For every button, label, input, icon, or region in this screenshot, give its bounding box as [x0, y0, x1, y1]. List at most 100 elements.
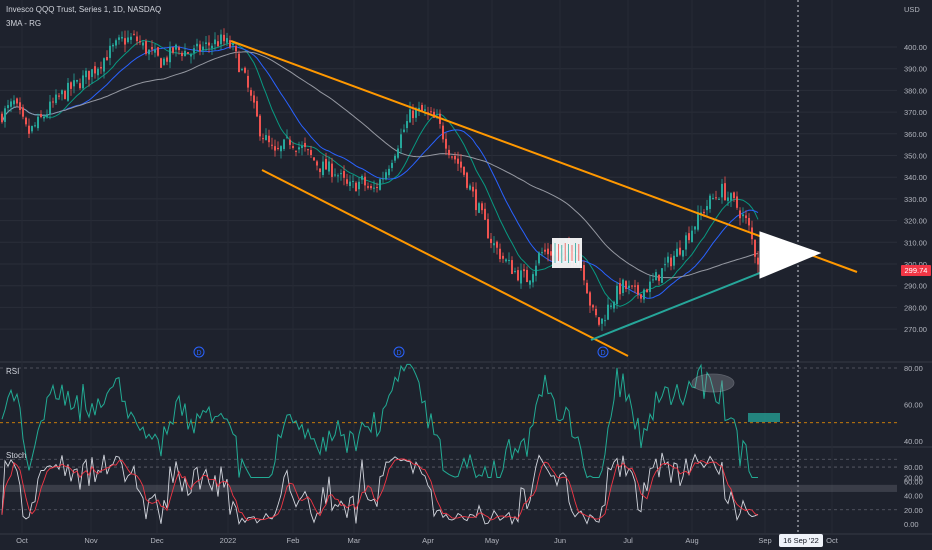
candle-body	[676, 248, 678, 257]
dividend-marker: D	[193, 346, 205, 358]
candle-body	[373, 187, 375, 189]
stoch-label[interactable]: Stoch	[6, 451, 27, 460]
candle-body	[718, 198, 720, 200]
candle-body	[268, 135, 270, 143]
candle-body	[472, 186, 474, 192]
candle-body	[673, 255, 675, 266]
x-tick-label: Mar	[348, 536, 361, 545]
candle-body	[193, 48, 195, 53]
candle-body	[181, 52, 183, 56]
candle-body	[10, 101, 12, 107]
candle-body	[667, 256, 669, 263]
candle-body	[340, 173, 342, 175]
candle-body	[271, 144, 273, 146]
candle-body	[139, 41, 141, 43]
candle-body	[142, 42, 144, 46]
candle-body	[349, 181, 351, 187]
rsi-label[interactable]: RSI	[6, 367, 20, 376]
candle-body	[250, 90, 252, 96]
dividend-marker: D	[393, 346, 405, 358]
candle-body	[634, 285, 636, 287]
candle-body	[301, 145, 303, 149]
candle-body	[421, 104, 423, 111]
candle-body	[109, 45, 111, 58]
candle-body	[592, 305, 594, 308]
candle-body	[466, 172, 468, 188]
candle-body	[115, 40, 117, 46]
candle-body	[586, 282, 588, 294]
candle-body	[424, 109, 426, 111]
grid-lines	[0, 46, 932, 535]
candle-body	[382, 178, 384, 180]
candle-body	[622, 279, 624, 294]
y-tick-label: 360.00	[904, 130, 927, 139]
candle-body	[544, 249, 546, 252]
candle-body	[163, 58, 165, 65]
candle-body	[400, 134, 402, 149]
candle-body	[346, 179, 348, 184]
triangle-drawing	[759, 231, 822, 279]
candle-body	[721, 183, 723, 198]
candle-body	[529, 280, 531, 285]
candle-body	[313, 157, 315, 161]
candle-body	[724, 183, 726, 201]
candle-body	[649, 281, 651, 292]
candle-body	[283, 139, 285, 149]
candle-body	[385, 172, 387, 180]
candle-body	[220, 34, 222, 45]
candle-body	[49, 101, 51, 115]
axes: 270.00 280.00 290.00 300.00 310.00 320.00 330.…	[16, 43, 927, 545]
candle-body	[370, 186, 372, 189]
candle-body	[460, 161, 462, 168]
candle-body	[91, 69, 93, 77]
x-tick-label: Apr	[422, 536, 434, 545]
candle-body	[307, 149, 309, 151]
candle-body	[652, 279, 654, 281]
candle-body	[217, 41, 219, 47]
candle-body	[238, 53, 240, 73]
candle-body	[52, 101, 54, 103]
candle-body	[136, 36, 138, 42]
candle-body	[589, 292, 591, 306]
candle-body	[55, 94, 57, 104]
candle-body	[403, 129, 405, 132]
x-tick-label: May	[485, 536, 499, 545]
candle-body	[199, 44, 201, 52]
candle-body	[364, 176, 366, 186]
candle-body	[388, 168, 390, 176]
candle-body	[4, 108, 6, 122]
candle-body	[232, 43, 234, 46]
chart-title: Invesco QQQ Trust, Series 1, 1D, NASDAQ	[6, 5, 162, 14]
candle-body	[61, 90, 63, 95]
moving-averages	[1, 39, 759, 307]
stoch-tick-label: 40.00	[904, 492, 923, 501]
candle-body	[355, 182, 357, 192]
ma-indicator-label[interactable]: 3MA - RG	[6, 19, 42, 28]
candle-body	[625, 281, 627, 289]
candle-body	[706, 206, 708, 211]
candle-body	[133, 33, 135, 35]
candle-body	[337, 175, 339, 177]
candle-body	[25, 117, 27, 125]
candle-body	[496, 241, 498, 248]
channel-upper-line	[230, 40, 858, 273]
candle-body	[523, 269, 525, 272]
candle-body	[154, 49, 156, 53]
candle-body	[637, 285, 639, 295]
candle-body	[526, 269, 528, 283]
rsi-highlight-ellipse	[691, 373, 735, 393]
stoch-tick-label: 0.00	[904, 520, 919, 529]
currency-label: USD	[904, 5, 920, 14]
x-tick-label: Jul	[623, 536, 633, 545]
candle-body	[679, 247, 681, 255]
candle-body	[208, 42, 210, 46]
y-tick-label: 280.00	[904, 303, 927, 312]
candle-body	[445, 138, 447, 149]
candle-body	[286, 136, 288, 138]
candle-body	[715, 197, 717, 199]
candle-body	[196, 43, 198, 47]
candle-body	[694, 226, 696, 230]
candle-body	[688, 233, 690, 241]
